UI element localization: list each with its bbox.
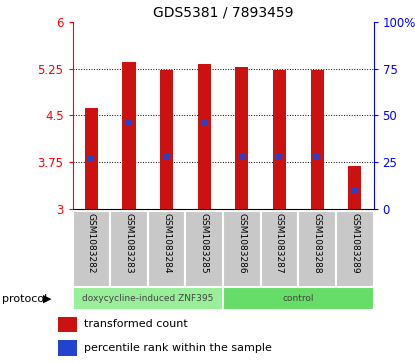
Bar bbox=[73, 211, 110, 287]
Bar bbox=[336, 211, 374, 287]
Bar bbox=[223, 287, 374, 310]
Text: ▶: ▶ bbox=[44, 294, 52, 303]
Bar bbox=[186, 211, 223, 287]
Text: GSM1083288: GSM1083288 bbox=[312, 213, 322, 273]
Text: GSM1083286: GSM1083286 bbox=[237, 213, 247, 273]
Bar bbox=[160, 70, 173, 209]
Bar bbox=[298, 211, 336, 287]
Bar bbox=[148, 211, 186, 287]
Bar bbox=[58, 317, 77, 332]
Text: GSM1083284: GSM1083284 bbox=[162, 213, 171, 273]
Bar bbox=[110, 211, 148, 287]
Text: control: control bbox=[283, 294, 314, 303]
Bar bbox=[310, 70, 324, 209]
Text: GSM1083283: GSM1083283 bbox=[124, 213, 134, 273]
Bar bbox=[223, 211, 261, 287]
Bar bbox=[261, 211, 298, 287]
Bar bbox=[348, 166, 361, 209]
Bar bbox=[73, 287, 223, 310]
Bar bbox=[85, 108, 98, 209]
Title: GDS5381 / 7893459: GDS5381 / 7893459 bbox=[153, 5, 293, 19]
Bar bbox=[122, 62, 136, 209]
Text: GSM1083287: GSM1083287 bbox=[275, 213, 284, 273]
Bar bbox=[198, 64, 211, 209]
Text: GSM1083282: GSM1083282 bbox=[87, 213, 96, 273]
Text: doxycycline-induced ZNF395: doxycycline-induced ZNF395 bbox=[82, 294, 214, 303]
Bar bbox=[235, 67, 249, 209]
Bar bbox=[273, 70, 286, 209]
Text: percentile rank within the sample: percentile rank within the sample bbox=[84, 343, 271, 353]
Text: GSM1083285: GSM1083285 bbox=[200, 213, 209, 273]
Bar bbox=[58, 340, 77, 356]
Text: GSM1083289: GSM1083289 bbox=[350, 213, 359, 273]
Text: transformed count: transformed count bbox=[84, 319, 187, 330]
Text: protocol: protocol bbox=[2, 294, 47, 303]
